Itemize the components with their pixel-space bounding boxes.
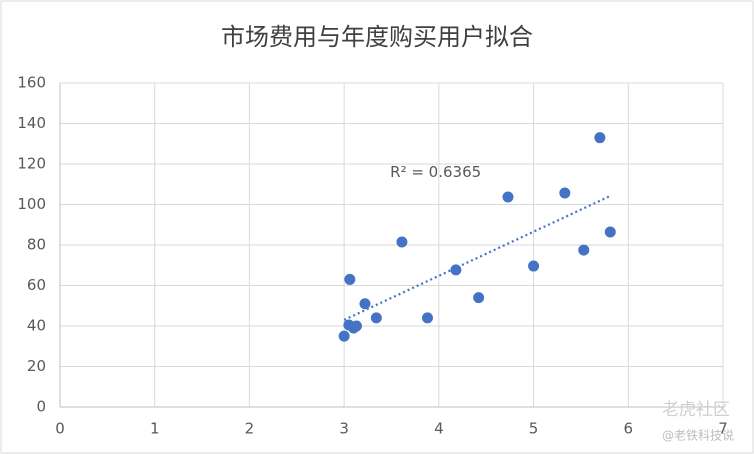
- chart-title: 市场费用与年度购买用户拟合: [221, 23, 533, 51]
- x-tick-label: 4: [434, 420, 444, 438]
- watermark: 老虎社区: [662, 400, 730, 420]
- x-tick-label: 1: [150, 420, 160, 438]
- point: [502, 191, 514, 203]
- point: [359, 298, 371, 310]
- point: [578, 244, 590, 256]
- annotation: R² = 0.6365: [390, 163, 481, 181]
- y-tick-label: 60: [27, 276, 46, 294]
- trendline: [343, 195, 610, 321]
- point: [350, 320, 362, 332]
- watermark: @老铁科技说: [662, 428, 734, 443]
- y-tick-label: 0: [36, 398, 46, 416]
- point: [338, 330, 350, 342]
- y-tick-label: 140: [17, 114, 46, 132]
- point: [604, 226, 616, 238]
- point: [528, 260, 540, 272]
- y-tick-label: 120: [17, 155, 46, 173]
- x-tick-label: 5: [529, 420, 539, 438]
- x-tick-label: 3: [339, 420, 349, 438]
- y-tick-label: 80: [27, 236, 46, 254]
- point: [450, 264, 462, 276]
- y-tick-label: 160: [17, 74, 46, 92]
- point: [370, 312, 382, 324]
- point: [594, 132, 606, 144]
- y-tick-label: 100: [17, 195, 46, 213]
- x-tick-label: 2: [245, 420, 255, 438]
- y-tick-label: 20: [27, 357, 46, 375]
- x-tick-label: 7: [718, 420, 728, 438]
- x-tick-label: 0: [55, 420, 65, 438]
- y-tick-label: 40: [27, 317, 46, 335]
- point: [396, 236, 408, 248]
- point: [473, 292, 485, 304]
- point: [559, 187, 571, 199]
- x-tick-label: 6: [624, 420, 634, 438]
- point: [421, 312, 433, 324]
- point: [344, 273, 356, 285]
